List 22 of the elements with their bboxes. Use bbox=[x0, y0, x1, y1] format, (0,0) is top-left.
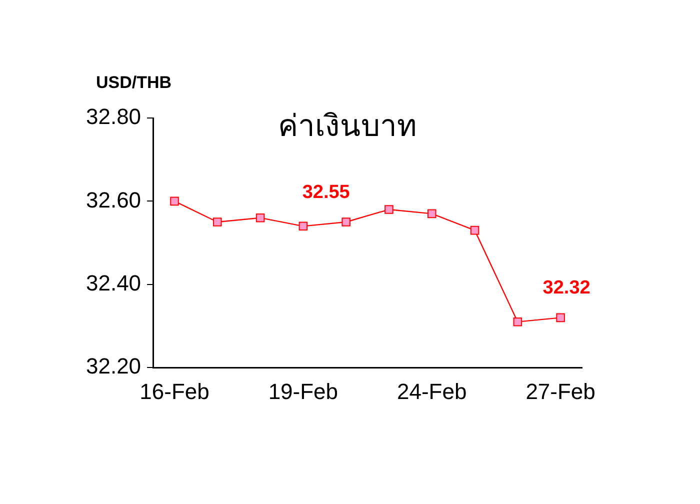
x-tick-label: 19-Feb bbox=[268, 378, 338, 404]
y-axis-title: USD/THB bbox=[96, 73, 172, 92]
x-tick-label: 16-Feb bbox=[140, 378, 210, 404]
data-label: 32.55 bbox=[302, 182, 350, 203]
x-tick-label: 27-Feb bbox=[526, 378, 596, 404]
y-tick-label: 32.80 bbox=[86, 104, 142, 130]
y-tick-label: 32.20 bbox=[86, 354, 142, 379]
point bbox=[556, 313, 565, 322]
data-label: 32.32 bbox=[542, 278, 590, 299]
point bbox=[298, 222, 308, 231]
point bbox=[256, 213, 265, 222]
chart-title: ค่าเงินบาท bbox=[278, 110, 418, 143]
x-tick-label: 24-Feb bbox=[397, 378, 467, 404]
point bbox=[384, 205, 394, 214]
point bbox=[213, 218, 222, 226]
point bbox=[470, 226, 480, 235]
point bbox=[427, 209, 436, 218]
y-tick-label: 32.40 bbox=[86, 270, 142, 296]
point bbox=[513, 317, 522, 326]
point bbox=[170, 196, 179, 206]
y-tick-label: 32.60 bbox=[86, 187, 142, 212]
point bbox=[342, 218, 350, 226]
